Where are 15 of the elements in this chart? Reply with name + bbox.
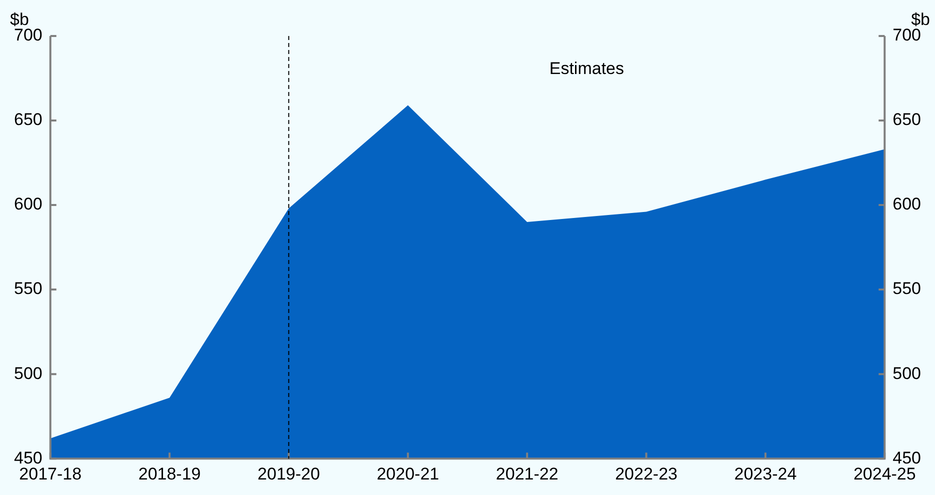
- x-tick-label: 2018-19: [138, 464, 201, 484]
- y-tick-label: 500: [14, 364, 42, 383]
- y-tick-label: 600: [14, 194, 42, 214]
- x-tick-label: 2021-22: [496, 464, 558, 484]
- y-tick-label: 650: [14, 110, 42, 130]
- x-tick-label: 2019-20: [258, 464, 320, 484]
- x-tick-label: 2022-23: [615, 464, 678, 484]
- y2-tick-label: 550: [892, 279, 922, 298]
- x-tick-label: 2020-21: [376, 464, 440, 484]
- y2-tick-label: 500: [892, 364, 922, 383]
- annotation: Estimates: [549, 59, 624, 78]
- x-tick-label: 2023-24: [734, 464, 797, 484]
- y-tick-label: 550: [14, 279, 42, 298]
- y2-tick-label: 650: [892, 110, 922, 130]
- y2-tick-label: 600: [892, 194, 922, 214]
